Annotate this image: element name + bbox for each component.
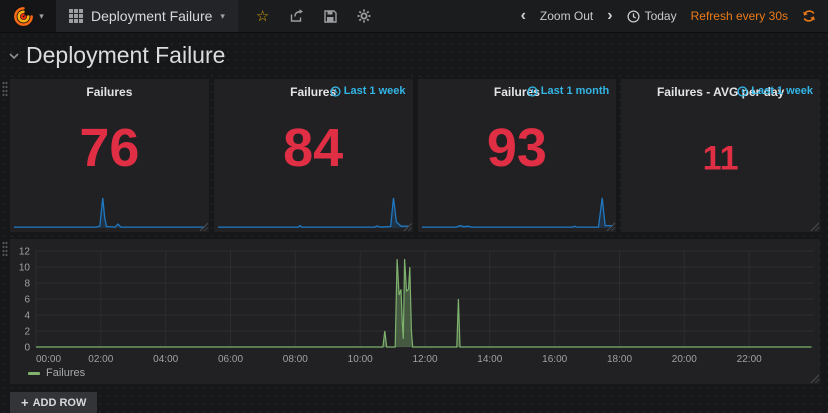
time-override-label: Last 1 week: [344, 85, 406, 97]
time-override-badge: Last 1 week: [330, 85, 406, 97]
stat-value: 84: [214, 117, 413, 179]
grafana-logo-icon: [12, 5, 35, 28]
svg-text:10:00: 10:00: [348, 354, 373, 365]
legend[interactable]: Failures: [28, 367, 85, 379]
svg-text:02:00: 02:00: [88, 354, 113, 365]
svg-text:4: 4: [24, 311, 30, 322]
svg-text:06:00: 06:00: [218, 354, 243, 365]
sparkline: [216, 194, 411, 230]
dashboard-actions: ☆: [256, 9, 371, 24]
dashboard-grid-icon: [69, 9, 83, 23]
svg-text:04:00: 04:00: [153, 354, 178, 365]
time-shift-right-button[interactable]: ›: [607, 8, 612, 24]
chevron-down-icon: ▾: [39, 12, 44, 21]
clock-icon: [737, 86, 748, 97]
stat-panels-row: Failures 76 Failures Last 1 week 84 Fail…: [10, 79, 820, 232]
time-override-label: Last 1 week: [751, 85, 813, 97]
refresh-interval-button[interactable]: Refresh every 30s: [691, 9, 788, 23]
legend-series-label: Failures: [46, 367, 85, 379]
panel-title[interactable]: Failures: [10, 79, 209, 99]
gear-icon: [357, 9, 371, 23]
graph-panel-row: 0 2 4 6 8 10 12 00:00 02:00 04:00 06:00 08:00 10:00 1…: [10, 239, 820, 384]
save-icon: [324, 10, 337, 23]
singlestat-panel-failures-week: Failures Last 1 week 84: [214, 79, 413, 232]
legend-swatch: [28, 372, 40, 375]
time-override-badge: Last 1 week: [737, 85, 813, 97]
svg-text:2: 2: [24, 327, 30, 338]
clock-icon: [330, 86, 341, 97]
svg-text:12: 12: [19, 247, 31, 258]
singlestat-panel-failures-today: Failures 76: [10, 79, 209, 232]
stat-value: 93: [418, 117, 617, 179]
svg-text:08:00: 08:00: [283, 354, 308, 365]
settings-button[interactable]: [357, 9, 371, 23]
share-button[interactable]: [289, 9, 304, 23]
grafana-logo-menu[interactable]: ▾: [0, 0, 56, 32]
row-drag-handle[interactable]: [2, 241, 8, 257]
chevron-down-icon: ▾: [220, 12, 225, 21]
failures-time-series-chart[interactable]: 0 2 4 6 8 10 12 00:00 02:00 04:00 06:00 08:00 10:00 1…: [10, 243, 820, 371]
clock-icon: [527, 86, 538, 97]
top-navbar: ▾ Deployment Failure ▾ ☆: [0, 0, 828, 33]
stat-value: 76: [10, 117, 209, 179]
svg-text:16:00: 16:00: [542, 354, 567, 365]
svg-text:12:00: 12:00: [412, 354, 437, 365]
add-row-label: ADD ROW: [33, 397, 87, 409]
svg-text:00:00: 00:00: [36, 354, 61, 365]
refresh-button[interactable]: [802, 9, 816, 23]
row-header: Deployment Failure: [0, 33, 828, 78]
resize-handle[interactable]: [809, 221, 819, 231]
svg-text:22:00: 22:00: [737, 354, 762, 365]
add-row-button[interactable]: + ADD ROW: [10, 392, 97, 413]
time-range-picker[interactable]: Today: [627, 9, 677, 23]
time-override-badge: Last 1 month: [527, 85, 609, 97]
sparkline: [420, 194, 615, 230]
page-title: Deployment Failure: [26, 42, 225, 69]
time-controls: ‹ Zoom Out › Today Refresh every 30s: [521, 8, 828, 24]
svg-text:0: 0: [24, 343, 30, 354]
time-shift-left-button[interactable]: ‹: [521, 8, 526, 24]
save-button[interactable]: [324, 10, 337, 23]
failures-graph-panel: 0 2 4 6 8 10 12 00:00 02:00 04:00 06:00 08:00 10:00 1…: [10, 239, 820, 384]
sparkline: [12, 194, 207, 230]
singlestat-panel-failures-avg: Failures - AVG per day Last 1 week 11: [621, 79, 820, 232]
resize-handle[interactable]: [809, 373, 819, 383]
stat-value: 11: [621, 139, 820, 178]
star-favorite-button[interactable]: ☆: [256, 9, 269, 24]
svg-text:20:00: 20:00: [672, 354, 697, 365]
svg-text:18:00: 18:00: [607, 354, 632, 365]
svg-text:10: 10: [19, 263, 31, 274]
time-override-label: Last 1 month: [541, 85, 609, 97]
time-range-label: Today: [645, 9, 677, 23]
row-collapse-chevron-icon[interactable]: [8, 52, 20, 60]
svg-text:6: 6: [24, 295, 30, 306]
clock-icon: [627, 10, 640, 23]
zoom-out-button[interactable]: Zoom Out: [540, 9, 593, 23]
share-icon: [289, 9, 304, 23]
svg-text:14:00: 14:00: [477, 354, 502, 365]
dashboard-selector[interactable]: Deployment Failure ▾: [56, 0, 238, 32]
row-drag-handle[interactable]: [2, 81, 8, 97]
refresh-icon: [802, 9, 816, 23]
svg-text:8: 8: [24, 279, 30, 290]
plus-icon: +: [21, 396, 29, 409]
dashboard-title: Deployment Failure: [91, 8, 212, 24]
singlestat-panel-failures-month: Failures Last 1 month 93: [418, 79, 617, 232]
